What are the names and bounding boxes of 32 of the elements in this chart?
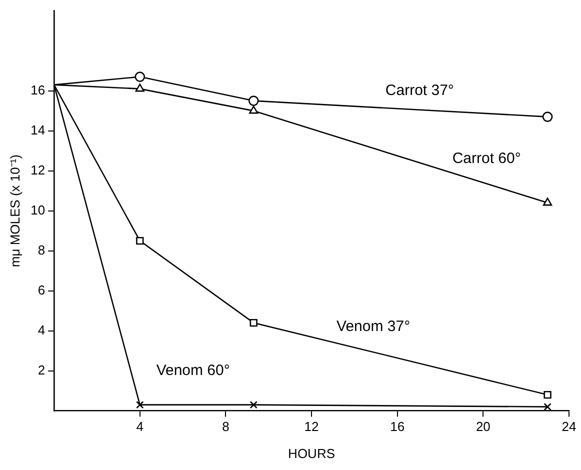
y-tick-label: 12: [30, 162, 46, 178]
point: [542, 112, 553, 122]
point: [248, 96, 259, 106]
point: [249, 106, 258, 114]
series-label: Venom 60°: [156, 362, 230, 379]
point: [542, 198, 552, 206]
y-tick-label: 14: [30, 122, 46, 138]
y-tick-label: 10: [30, 202, 46, 218]
point: [250, 400, 258, 409]
series-label: Carrot 60°: [452, 150, 521, 167]
x-tick-label: 8: [222, 419, 230, 434]
x-tick-label: 24: [562, 419, 576, 434]
point: [544, 390, 552, 399]
point: [135, 84, 144, 92]
x-tick-label: 4: [136, 419, 144, 434]
y-tick-label: 8: [38, 242, 46, 258]
x-tick-label: 16: [390, 419, 405, 434]
point: [250, 318, 258, 327]
series-label: Venom 37°: [336, 318, 410, 335]
series-label: Carrot 37°: [385, 82, 454, 99]
x-tick-label: 12: [304, 419, 319, 434]
point: [544, 402, 552, 411]
x-axis-title: HOURS: [288, 446, 336, 461]
y-tick-label: 16: [30, 82, 46, 98]
point: [134, 72, 146, 82]
y-tick-label: 6: [38, 282, 46, 298]
point: [136, 236, 144, 245]
x-tick-label: 20: [476, 419, 490, 434]
y-tick-label: 4: [38, 322, 46, 338]
y-tick-label: 2: [38, 362, 46, 378]
point: [136, 400, 144, 409]
y-axis-title: mμ MOLES (x 10⁻¹): [7, 154, 22, 268]
